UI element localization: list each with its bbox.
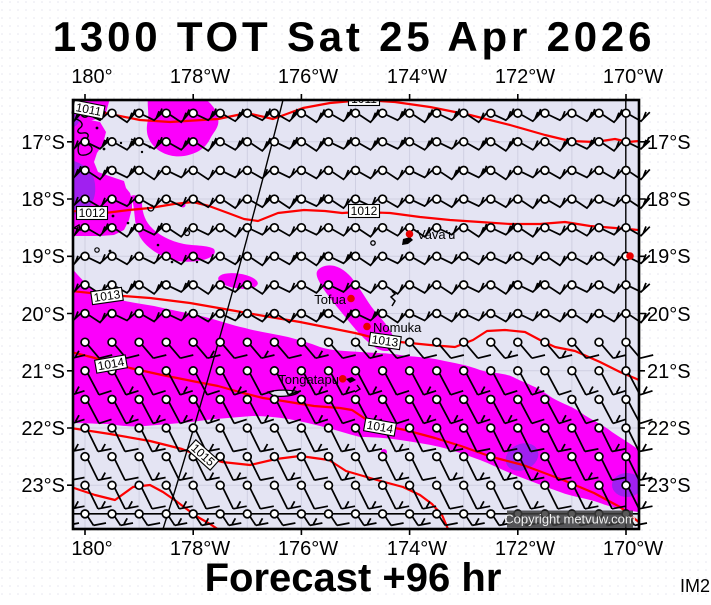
svg-text:174°W: 174°W — [387, 66, 447, 88]
svg-text:174°W: 174°W — [387, 538, 447, 560]
svg-text:21°S: 21°S — [647, 361, 691, 383]
svg-text:176°W: 176°W — [278, 538, 338, 560]
svg-text:170°W: 170°W — [603, 66, 663, 88]
svg-text:178°W: 178°W — [170, 538, 230, 560]
svg-text:18°S: 18°S — [21, 189, 65, 211]
svg-text:19°S: 19°S — [21, 246, 65, 268]
svg-text:180°: 180° — [71, 538, 112, 560]
svg-text:22°S: 22°S — [647, 418, 691, 440]
svg-text:19°S: 19°S — [647, 246, 691, 268]
svg-text:170°W: 170°W — [603, 538, 663, 560]
svg-text:23°S: 23°S — [21, 475, 65, 497]
svg-text:1013: 1013 — [93, 287, 122, 305]
svg-text:180°: 180° — [71, 66, 112, 88]
svg-text:21°S: 21°S — [21, 361, 65, 383]
svg-text:Tofua: Tofua — [314, 292, 347, 307]
svg-text:17°S: 17°S — [21, 132, 65, 154]
svg-text:1012: 1012 — [79, 206, 106, 220]
svg-text:20°S: 20°S — [647, 304, 691, 326]
svg-text:20°S: 20°S — [21, 304, 65, 326]
svg-text:1012: 1012 — [351, 204, 378, 218]
svg-text:172°W: 172°W — [495, 66, 555, 88]
svg-text:17°S: 17°S — [647, 132, 691, 154]
svg-text:18°S: 18°S — [647, 189, 691, 211]
svg-text:Copyright metvuw.com: Copyright metvuw.com — [504, 512, 636, 527]
svg-text:176°W: 176°W — [278, 66, 338, 88]
svg-text:Nomuka: Nomuka — [373, 320, 422, 335]
svg-text:1300 TOT Sat 25 Apr 2026: 1300 TOT Sat 25 Apr 2026 — [53, 13, 655, 60]
svg-text:172°W: 172°W — [495, 538, 555, 560]
svg-text:178°W: 178°W — [170, 66, 230, 88]
svg-text:Vava'u: Vava'u — [417, 227, 455, 242]
svg-text:1014: 1014 — [366, 418, 395, 436]
svg-text:23°S: 23°S — [647, 475, 691, 497]
svg-text:Tongatapu: Tongatapu — [278, 372, 339, 387]
svg-text:1014: 1014 — [97, 355, 126, 373]
svg-text:1011: 1011 — [351, 92, 377, 106]
svg-text:1013: 1013 — [371, 332, 400, 350]
svg-text:IM2: IM2 — [680, 576, 710, 596]
svg-text:22°S: 22°S — [21, 418, 65, 440]
svg-text:1011: 1011 — [74, 100, 102, 119]
svg-text:Forecast +96 hr: Forecast +96 hr — [205, 556, 502, 600]
